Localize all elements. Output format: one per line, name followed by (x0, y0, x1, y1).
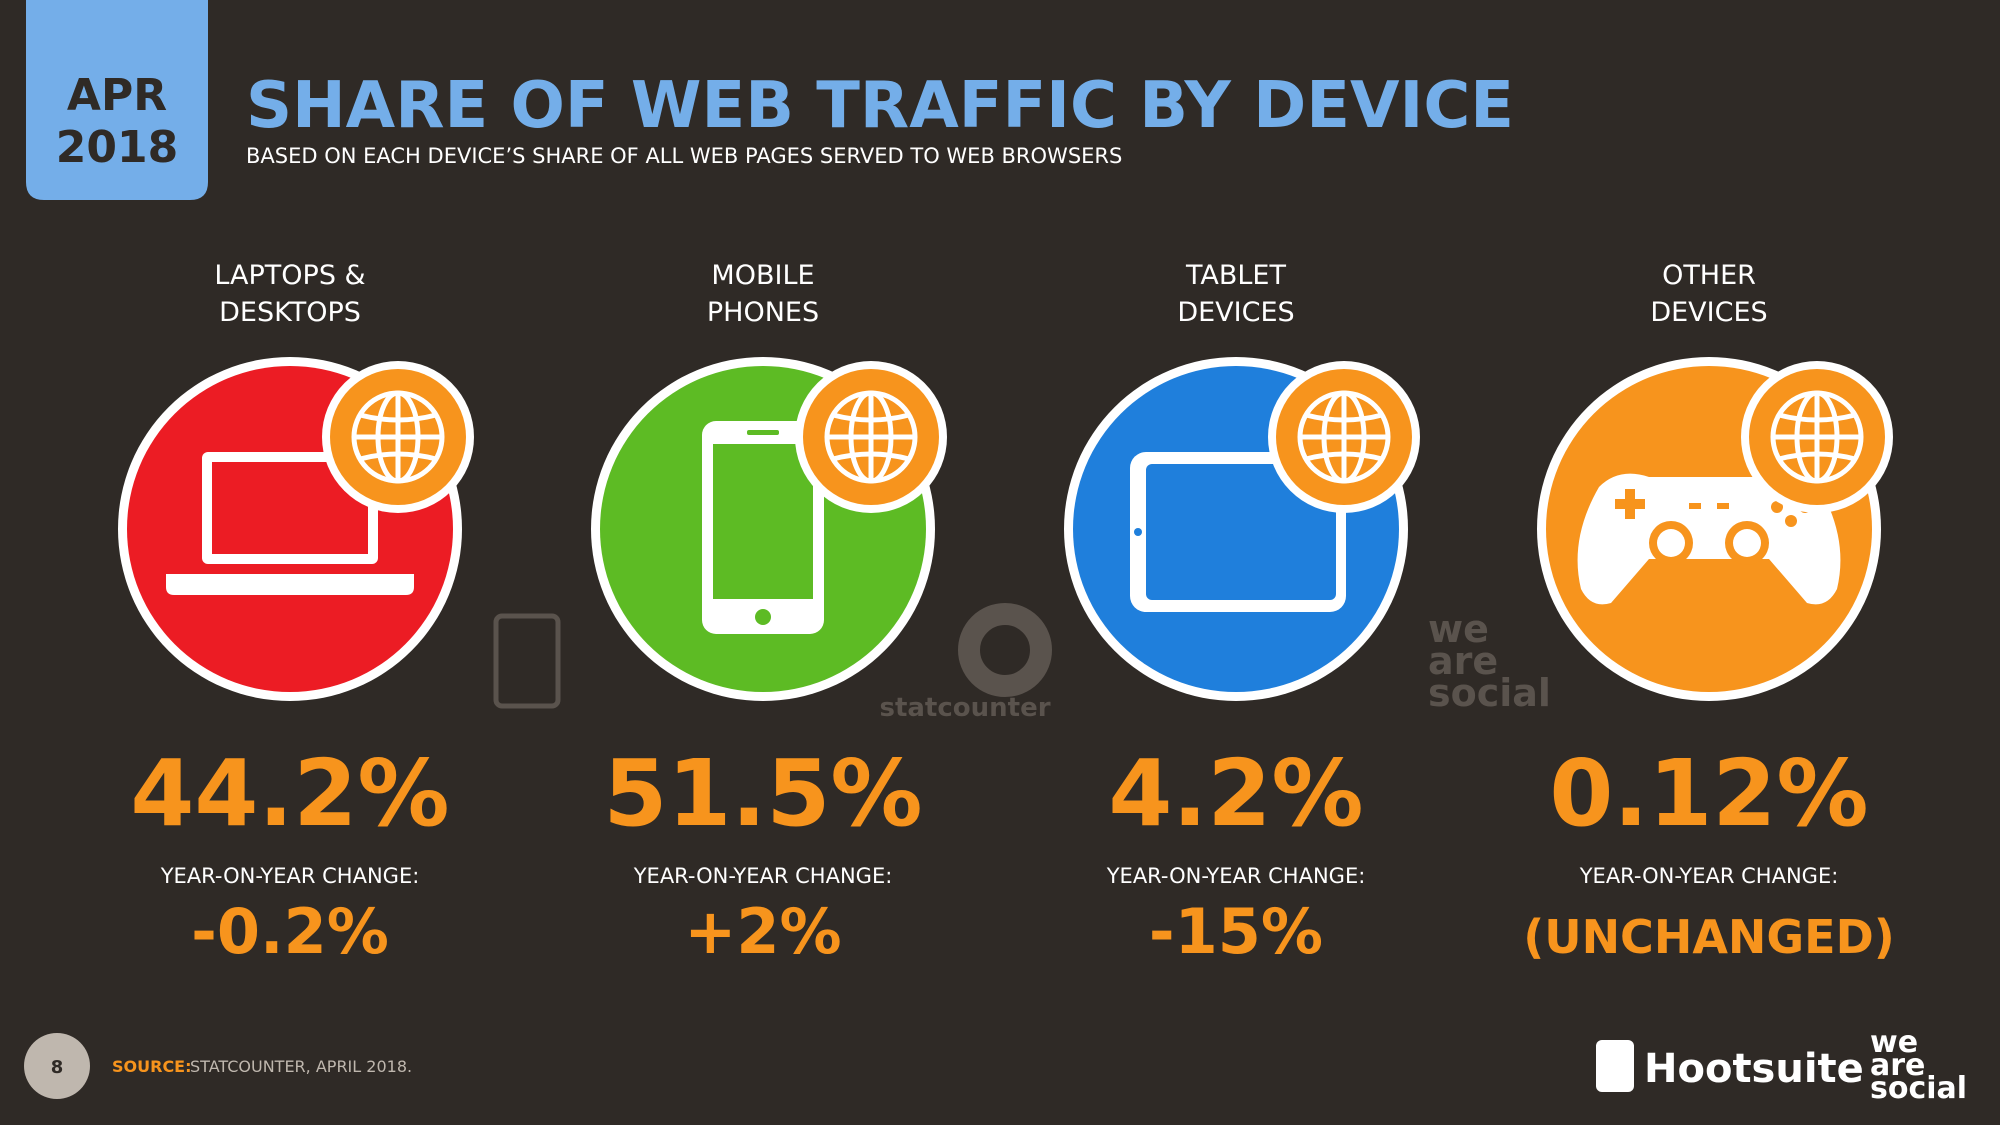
date-badge (26, 0, 208, 200)
share-value: 51.5% (603, 740, 922, 847)
change-value: (UNCHANGED) (1523, 910, 1895, 964)
gamepad-stick-cap (1657, 529, 1685, 557)
gamepad-dpad (1615, 489, 1645, 519)
change-value: -0.2% (191, 895, 389, 968)
laptop-base (166, 574, 414, 595)
phone-speaker (747, 430, 779, 435)
hootsuite-tm: ™ (1842, 1059, 1854, 1073)
globe-parallels (1305, 412, 1383, 462)
change-label: YEAR-ON-YEAR CHANGE: (1106, 864, 1366, 888)
page-number: 8 (51, 1057, 64, 1078)
globe-icon (1770, 390, 1864, 484)
watermark-wearesocial-3: social (1428, 671, 1551, 715)
gamepad-button (1771, 501, 1783, 513)
globe-icon (824, 390, 918, 484)
gamepad-select (1689, 503, 1701, 509)
share-value: 44.2% (130, 740, 449, 847)
device-label: OTHER (1662, 260, 1756, 291)
wearesocial-logo-3: social (1870, 1071, 1967, 1106)
change-label: YEAR-ON-YEAR CHANGE: (1579, 864, 1839, 888)
date-month: APR (67, 70, 167, 121)
share-value: 0.12% (1549, 740, 1868, 847)
device-label: DEVICES (1177, 297, 1294, 328)
device-label: LAPTOPS & (214, 260, 365, 291)
tablet-screen (1146, 464, 1336, 600)
tablet-button (1134, 528, 1142, 536)
device-label: MOBILE (711, 260, 814, 291)
watermark-statcounter: statcounter (879, 693, 1050, 723)
phone-screen (713, 444, 813, 599)
date-year: 2018 (56, 122, 178, 173)
change-label: YEAR-ON-YEAR CHANGE: (633, 864, 893, 888)
watermark-wearesocial-1: we (1428, 607, 1489, 651)
phone-button (755, 609, 771, 625)
wearesocial-logo-1: we (1870, 1025, 1918, 1060)
page-number-badge (24, 1033, 90, 1099)
source: STATCOUNTER, APRIL 2018. (190, 1057, 412, 1076)
gamepad-stick-cap (1733, 529, 1761, 557)
device-label: DEVICES (1650, 297, 1767, 328)
device-label: PHONES (707, 297, 819, 328)
source-label: SOURCE: (112, 1057, 192, 1076)
wearesocial-logo-2: are (1870, 1048, 1925, 1083)
share-value: 4.2% (1108, 740, 1363, 847)
globe-parallels (832, 412, 910, 462)
device-icon (702, 421, 824, 634)
globe-icon (1297, 390, 1391, 484)
hootsuite-logo: Hootsuite (1644, 1046, 1864, 1092)
watermark-wearesocial-2: are (1428, 639, 1498, 683)
watermark-owl (493, 613, 561, 709)
watermark-statcounter-icon (958, 603, 1052, 697)
device-icon (166, 452, 414, 595)
globe-parallels (359, 412, 437, 462)
gamepad-start (1717, 503, 1729, 509)
device-label: DESKTOPS (219, 297, 361, 328)
change-value: +2% (684, 895, 841, 968)
change-label: YEAR-ON-YEAR CHANGE: (160, 864, 420, 888)
gamepad-button (1785, 515, 1797, 527)
device-label: TABLET (1185, 260, 1286, 291)
subtitle: BASED ON EACH DEVICE’S SHARE OF ALL WEB … (246, 144, 1122, 168)
hootsuite-owl (1596, 1040, 1634, 1092)
change-value: -15% (1149, 895, 1323, 968)
title: SHARE OF WEB TRAFFIC BY DEVICE (246, 69, 1514, 143)
globe-icon (351, 390, 445, 484)
globe-parallels (1778, 412, 1856, 462)
